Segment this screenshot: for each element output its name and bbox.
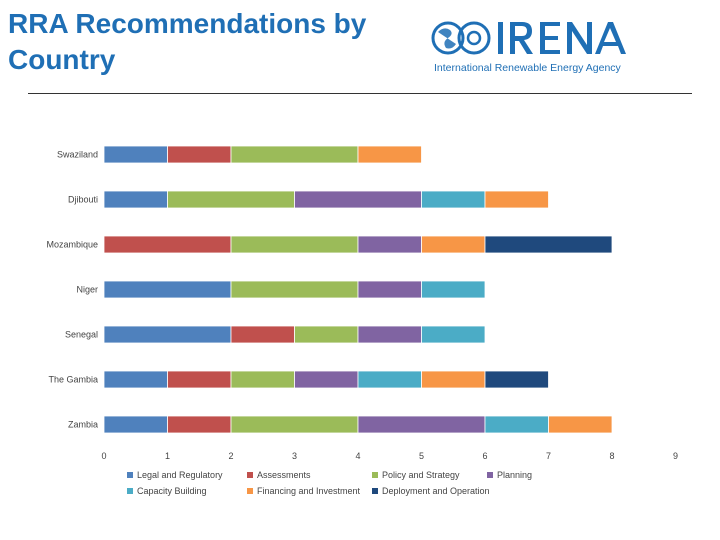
page-title: RRA Recommendations by Country	[8, 8, 367, 75]
bar-segment	[357, 415, 486, 434]
category-label: Swaziland	[57, 150, 98, 160]
bar-segment	[103, 280, 232, 299]
bar-segment	[421, 325, 486, 344]
bar-segment	[357, 370, 422, 389]
category-label: Djibouti	[68, 195, 98, 205]
legend-label: Assessments	[257, 470, 311, 480]
legend-item: Legal and Regulatory	[127, 470, 223, 480]
x-tick-label: 6	[482, 451, 487, 461]
bar-segment	[167, 145, 232, 164]
irena-logo: International Renewable Energy Agency	[430, 14, 670, 80]
bar-segment	[484, 190, 549, 209]
legend-label: Capacity Building	[137, 486, 207, 496]
bar-segment	[230, 370, 295, 389]
bar-segment	[294, 190, 422, 209]
x-tick-label: 7	[546, 451, 551, 461]
legend-item: Capacity Building	[127, 486, 207, 496]
bar-segment	[230, 280, 359, 299]
x-tick-label: 1	[165, 451, 170, 461]
bar-segment	[103, 415, 168, 434]
legend-item: Assessments	[247, 470, 311, 480]
bar-segment	[294, 325, 359, 344]
bar-segment	[230, 145, 359, 164]
bar-segment	[357, 235, 422, 254]
irena-logo-graphic: International Renewable Energy Agency	[431, 21, 626, 74]
legend-label: Legal and Regulatory	[137, 470, 223, 480]
bar-segment	[103, 325, 232, 344]
bar-segment	[421, 280, 486, 299]
x-tick-label: 4	[355, 451, 360, 461]
bar-segment	[230, 325, 295, 344]
bar-segment	[294, 370, 359, 389]
legend-swatch	[487, 472, 493, 478]
bar-segment	[421, 370, 486, 389]
irena-tagline: International Renewable Energy Agency	[434, 62, 622, 74]
x-tick-label: 8	[609, 451, 614, 461]
legend-item: Financing and Investment	[247, 486, 360, 496]
category-label: Niger	[76, 285, 98, 295]
bar-segment	[548, 415, 613, 434]
bar-segment	[357, 145, 422, 164]
legend-swatch	[247, 472, 253, 478]
bar-segment	[357, 280, 422, 299]
legend-swatch	[127, 488, 133, 494]
x-tick-label: 3	[292, 451, 297, 461]
legend-swatch	[372, 488, 378, 494]
bar-segment	[484, 415, 549, 434]
bar-segment	[230, 415, 359, 434]
x-tick-label: 0	[101, 451, 106, 461]
x-tick-label: 2	[228, 451, 233, 461]
bar-segment	[167, 370, 232, 389]
bar-segment	[421, 235, 486, 254]
category-label: Mozambique	[46, 240, 98, 250]
legend-item: Policy and Strategy	[372, 470, 460, 480]
bar-segment	[103, 235, 232, 254]
x-tick-label: 9	[673, 451, 678, 461]
title-divider	[28, 93, 692, 94]
bar-segment	[167, 190, 295, 209]
category-label: Zambia	[68, 420, 98, 430]
bar-segment	[103, 370, 168, 389]
legend-label: Deployment and Operation	[382, 486, 490, 496]
bar-segment	[230, 235, 359, 254]
bar-segment	[421, 190, 486, 209]
bar-segment	[103, 190, 168, 209]
category-label: The Gambia	[48, 375, 98, 385]
legend-swatch	[127, 472, 133, 478]
legend-label: Planning	[497, 470, 533, 480]
bar-segment	[484, 235, 613, 254]
legend-item: Deployment and Operation	[372, 486, 490, 496]
legend-label: Financing and Investment	[257, 486, 361, 496]
bar-segment	[103, 145, 168, 164]
bar-segment	[484, 370, 549, 389]
x-tick-label: 5	[419, 451, 424, 461]
category-label: Senegal	[65, 330, 98, 340]
legend-swatch	[372, 472, 378, 478]
legend-item: Planning	[487, 470, 532, 480]
bar-segment	[167, 415, 232, 434]
bar-segment	[357, 325, 422, 344]
legend-label: Policy and Strategy	[382, 470, 460, 480]
legend-swatch	[247, 488, 253, 494]
